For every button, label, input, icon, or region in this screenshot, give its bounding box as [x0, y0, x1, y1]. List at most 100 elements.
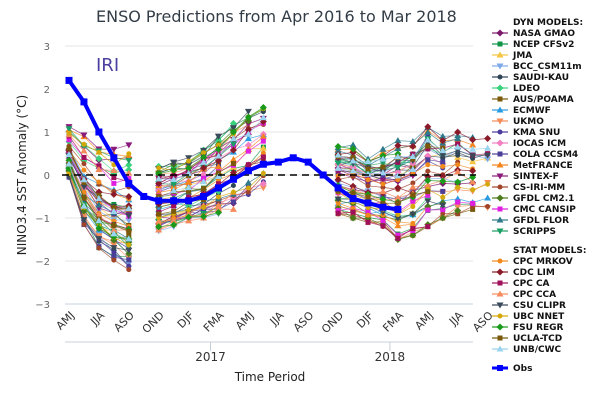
model-point: [80, 132, 88, 139]
model-point: [484, 194, 492, 201]
legend-item: CS-IRI-MM: [513, 183, 565, 193]
model-point: [110, 207, 118, 214]
model-point: [439, 152, 447, 159]
model-point: [215, 152, 222, 159]
model-point: [380, 201, 386, 207]
model-point: [259, 185, 267, 192]
model-point: [394, 153, 402, 160]
model-point: [80, 176, 88, 183]
model-point: [66, 130, 72, 136]
y-tick-label: 3: [44, 42, 50, 53]
y-tick-label: 1: [44, 128, 50, 139]
model-point: [380, 174, 386, 180]
model-point: [440, 194, 446, 200]
model-point: [334, 143, 342, 151]
model-point: [259, 144, 267, 151]
model-point: [379, 195, 387, 203]
model-point: [409, 153, 417, 160]
x-tick-label: JJA: [87, 309, 107, 329]
obs-series: [65, 76, 402, 213]
model-point: [125, 142, 133, 149]
y-tick-label: −3: [35, 300, 50, 311]
model-point: [425, 168, 431, 174]
obs-point: [110, 154, 118, 162]
model-point: [409, 166, 417, 173]
model-point: [349, 145, 357, 153]
model-point: [185, 210, 193, 217]
legend-marker-icon: [496, 290, 504, 297]
model-point: [394, 141, 402, 149]
model-point: [215, 157, 222, 165]
model-point: [244, 113, 252, 121]
model-point: [186, 158, 192, 164]
model-point: [186, 207, 192, 213]
model-point: [440, 163, 446, 169]
y-axis-label: NINO3.4 SST Anomaly (°C): [15, 95, 29, 255]
obs-point: [319, 171, 327, 179]
model-point: [125, 217, 133, 224]
model-point: [215, 202, 222, 209]
model-point: [215, 172, 222, 179]
legend-item: CPC CCA: [513, 290, 556, 300]
model-point: [216, 181, 221, 187]
model-point: [245, 162, 251, 168]
x-tick-label: OND: [319, 309, 346, 336]
model-point: [201, 150, 207, 156]
model-point: [454, 204, 462, 211]
model-point: [96, 149, 102, 155]
model-point: [365, 166, 371, 172]
iri-watermark: IRI: [96, 55, 119, 76]
model-point: [244, 126, 252, 134]
model-point: [349, 167, 357, 174]
model-point: [484, 156, 492, 163]
model-point: [125, 193, 133, 201]
model-point: [126, 228, 132, 234]
model-point: [111, 175, 117, 181]
model-point: [439, 132, 447, 139]
model-point: [111, 222, 117, 228]
model-point: [110, 146, 118, 153]
model-point: [215, 208, 222, 216]
model-point: [126, 242, 132, 248]
model-point: [215, 163, 222, 170]
model-point: [229, 128, 237, 136]
model-point: [469, 178, 477, 185]
model-point: [425, 146, 431, 152]
y-tick-label: −2: [35, 257, 50, 268]
model-point: [365, 209, 371, 215]
obs-point: [379, 203, 387, 211]
model-point: [185, 155, 193, 162]
chart-title: ENSO Predictions from Apr 2016 to Mar 20…: [96, 7, 457, 26]
model-line: [338, 201, 473, 236]
model-point: [126, 176, 132, 182]
model-point: [349, 141, 357, 148]
model-point: [216, 170, 221, 176]
model-line: [337, 169, 473, 194]
model-point: [244, 108, 252, 115]
model-point: [171, 203, 177, 209]
model-point: [365, 183, 371, 189]
model-line: [337, 209, 473, 240]
legend-item: CPC MRKOV: [513, 257, 573, 267]
legend-marker-icon: [496, 345, 504, 352]
model-point: [244, 130, 252, 137]
model-point: [125, 247, 133, 254]
model-point: [365, 219, 371, 225]
model-point: [485, 181, 491, 187]
model-point: [80, 184, 88, 191]
model-point: [425, 224, 431, 230]
legend-item-obs: Obs: [513, 364, 532, 374]
model-point: [394, 184, 402, 192]
legend-item: UNB/CWC: [513, 345, 562, 355]
model-point: [110, 166, 118, 173]
x-tick-label: FMA: [380, 309, 406, 335]
obs-point: [215, 184, 222, 192]
model-point: [95, 155, 103, 163]
model-point: [439, 214, 447, 222]
legend-marker-icon: [496, 139, 504, 147]
model-point: [379, 177, 387, 184]
model-point: [200, 178, 208, 185]
model-point: [485, 203, 491, 209]
model-line: [337, 176, 473, 203]
